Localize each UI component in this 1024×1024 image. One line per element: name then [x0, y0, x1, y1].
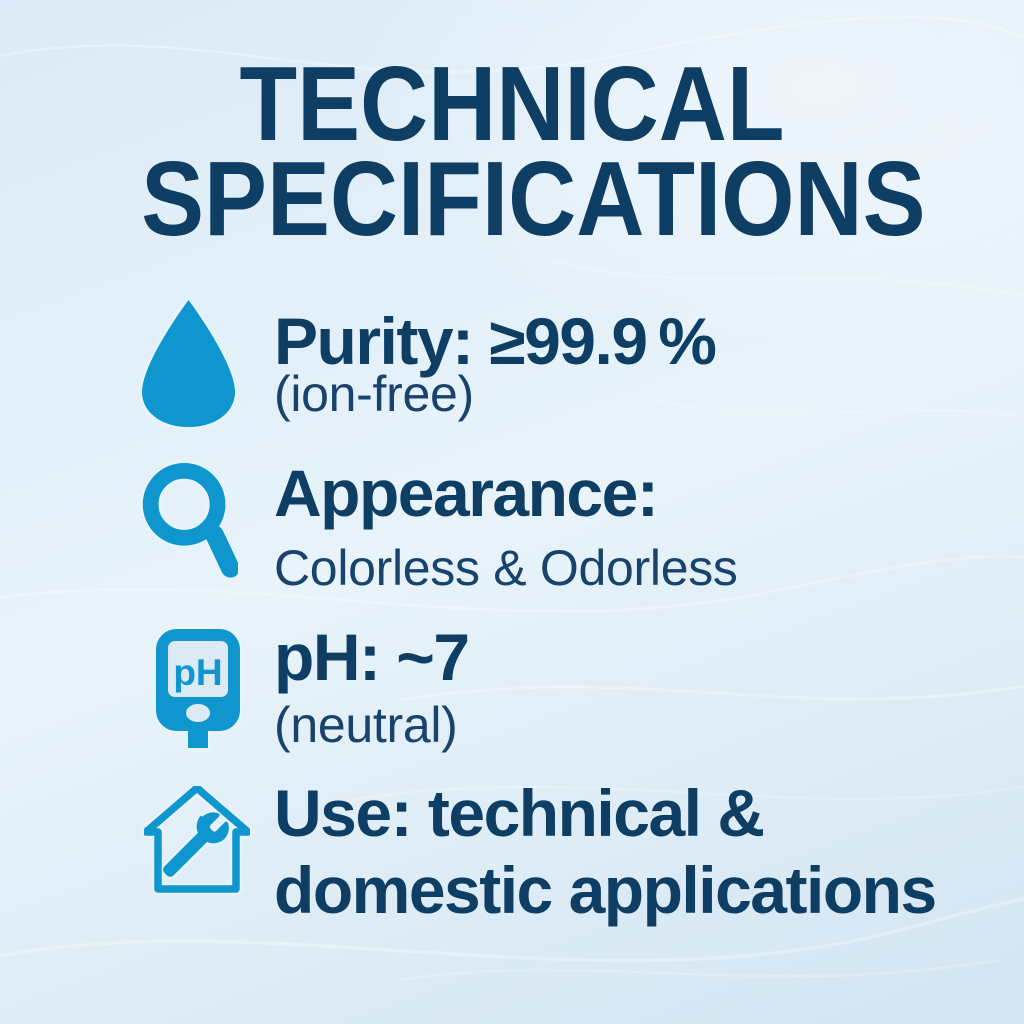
- svg-text:pH: pH: [173, 652, 222, 693]
